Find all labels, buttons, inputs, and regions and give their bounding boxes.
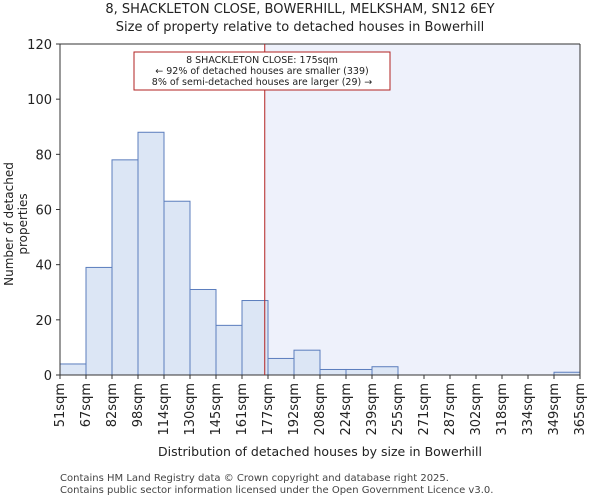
x-tick-label-365sqm: 365sqm bbox=[573, 383, 588, 436]
y-tick-label-120: 120 bbox=[27, 38, 52, 53]
chart-title: 8, SHACKLETON CLOSE, BOWERHILL, MELKSHAM… bbox=[105, 2, 495, 17]
x-tick-label-349sqm: 349sqm bbox=[547, 383, 562, 436]
bar-130sqm bbox=[189, 288, 217, 376]
x-tick-label-177sqm: 177sqm bbox=[261, 383, 276, 436]
bar-177sqm bbox=[267, 357, 295, 376]
y-tick-label-0: 0 bbox=[44, 369, 52, 384]
x-tick-label-318sqm: 318sqm bbox=[495, 383, 510, 436]
bar-98sqm bbox=[137, 131, 165, 376]
bar-82sqm bbox=[111, 159, 139, 376]
y-tick-label-60: 60 bbox=[35, 204, 52, 219]
x-tick-label-145sqm: 145sqm bbox=[209, 383, 224, 436]
bar-224sqm bbox=[345, 368, 373, 376]
x-tick-label-255sqm: 255sqm bbox=[391, 383, 406, 436]
x-tick-label-67sqm: 67sqm bbox=[79, 383, 94, 427]
x-tick-label-51sqm: 51sqm bbox=[53, 383, 68, 427]
y-tick-label-100: 100 bbox=[27, 93, 52, 108]
footer-line-2: Contains public sector information licen… bbox=[60, 485, 494, 496]
bar-67sqm bbox=[85, 266, 113, 376]
chart-subtitle: Size of property relative to detached ho… bbox=[115, 20, 485, 35]
bar-51sqm bbox=[59, 363, 87, 376]
x-tick-label-192sqm: 192sqm bbox=[287, 383, 302, 436]
annotation-box bbox=[133, 51, 391, 91]
x-tick-label-287sqm: 287sqm bbox=[443, 383, 458, 436]
bar-145sqm bbox=[215, 324, 243, 376]
y-tick-label-40: 40 bbox=[35, 259, 52, 274]
annotation-line-2: ← 92% of detached houses are smaller (33… bbox=[155, 66, 368, 77]
x-tick-label-334sqm: 334sqm bbox=[521, 383, 536, 436]
bar-161sqm bbox=[241, 300, 269, 376]
x-tick-label-130sqm: 130sqm bbox=[183, 383, 198, 436]
bar-239sqm bbox=[371, 366, 399, 376]
x-tick-label-98sqm: 98sqm bbox=[131, 383, 146, 427]
y-axis-label: Number of detached properties bbox=[2, 162, 30, 286]
x-tick-label-224sqm: 224sqm bbox=[339, 383, 354, 436]
y-tick-label-80: 80 bbox=[35, 148, 52, 163]
x-tick-label-208sqm: 208sqm bbox=[313, 383, 328, 436]
bar-208sqm bbox=[319, 368, 347, 376]
annotation-line-3: 8% of semi-detached houses are larger (2… bbox=[152, 77, 372, 88]
footer-line-1: Contains HM Land Registry data © Crown c… bbox=[60, 473, 449, 484]
bar-114sqm bbox=[163, 200, 191, 376]
x-tick-label-271sqm: 271sqm bbox=[417, 383, 432, 436]
bar-192sqm bbox=[293, 349, 321, 376]
annotation-line-1: 8 SHACKLETON CLOSE: 175sqm bbox=[186, 55, 338, 66]
x-tick-label-161sqm: 161sqm bbox=[235, 383, 250, 436]
y-tick-label-20: 20 bbox=[35, 314, 52, 329]
x-tick-label-82sqm: 82sqm bbox=[105, 383, 120, 427]
x-tick-label-239sqm: 239sqm bbox=[365, 383, 380, 436]
x-tick-label-114sqm: 114sqm bbox=[157, 383, 172, 436]
highlight-region bbox=[264, 44, 580, 375]
x-tick-label-302sqm: 302sqm bbox=[469, 383, 484, 436]
x-axis-label: Distribution of detached houses by size … bbox=[158, 444, 482, 459]
